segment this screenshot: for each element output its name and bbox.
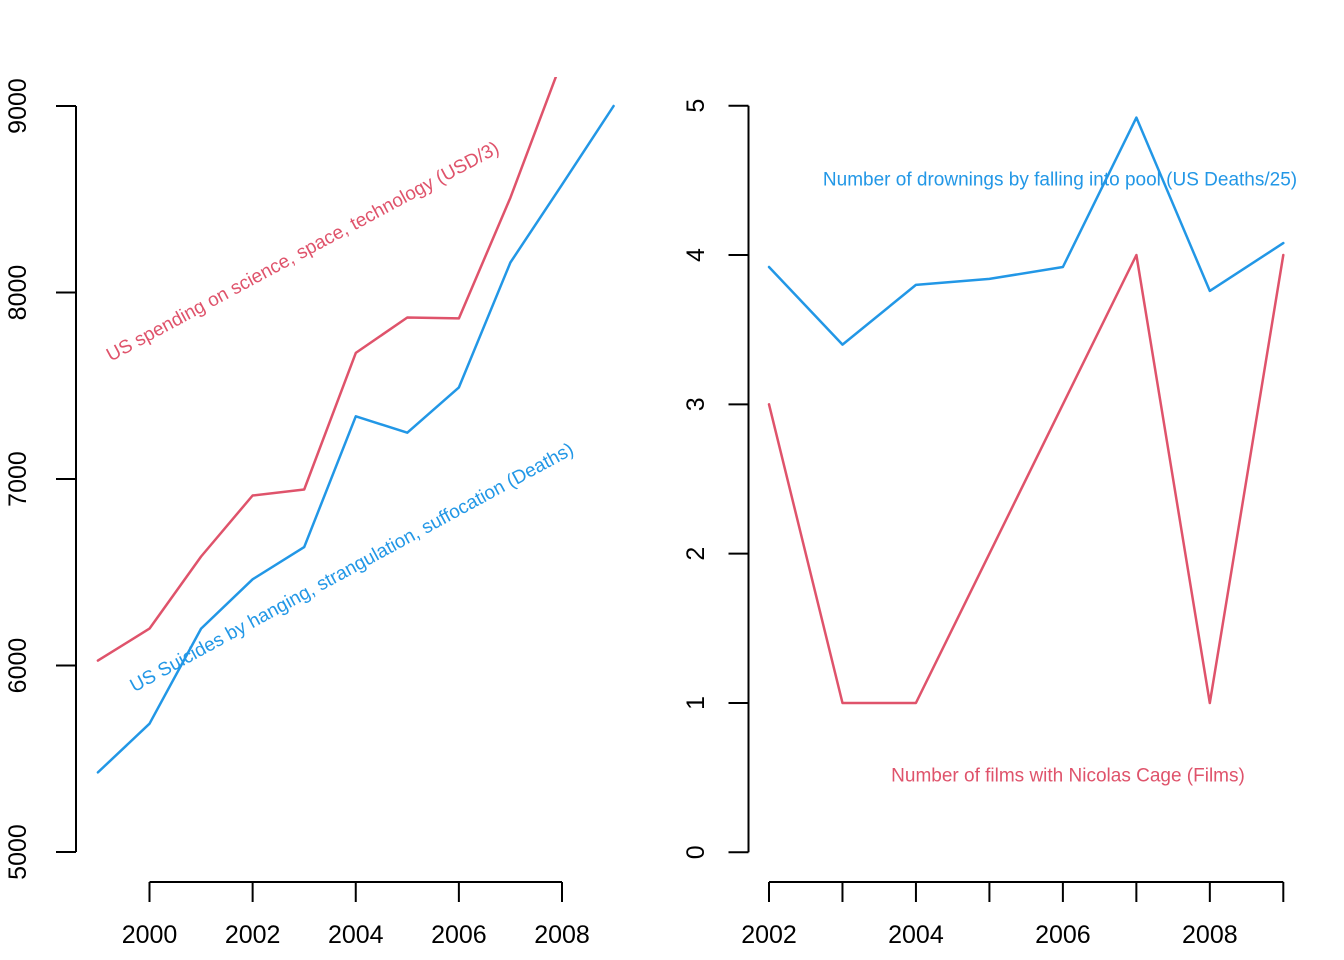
suicides-line [96, 104, 615, 774]
y-tick-label: 2 [682, 547, 710, 561]
y-tick-label: 1 [682, 696, 710, 710]
right-plot: 0 1 2 3 4 5 2002 2004 2006 2008 Number of drowning… [682, 99, 1297, 949]
cage-films-line-label: Number of films with Nicolas Cage (Films… [891, 766, 1245, 787]
x-tick-label: 2002 [225, 921, 281, 949]
y-tick-label: 7000 [4, 451, 32, 507]
x-tick-label: 2008 [1182, 921, 1238, 949]
y-tick-label: 4 [682, 248, 710, 262]
spending-line [96, 77, 558, 662]
x-tick-label: 2004 [888, 921, 944, 949]
y-tick-label: 5 [682, 99, 710, 113]
x-tick-label: 2000 [122, 921, 178, 949]
y-tick-label: 6000 [4, 638, 32, 694]
y-tick-label: 3 [682, 397, 710, 411]
clipped-series-group [96, 77, 615, 774]
x-tick-label: 2006 [431, 921, 487, 949]
x-tick-label: 2006 [1035, 921, 1091, 949]
drownings-line-label: Number of drownings by falling into pool… [823, 170, 1297, 191]
x-tick-label: 2002 [741, 921, 797, 949]
y-tick-label: 0 [682, 845, 710, 859]
cage-films-line [767, 253, 1285, 705]
drownings-line [767, 116, 1285, 346]
left-plot: 5000 6000 7000 8000 9000 2000 2002 2004 2006 2008… [4, 77, 615, 949]
y-tick-label: 9000 [4, 78, 32, 134]
x-tick-label: 2008 [534, 921, 590, 949]
y-tick-label: 8000 [4, 265, 32, 321]
spending-line-label: US spending on science, space, technolog… [103, 138, 503, 366]
x-tick-label: 2004 [328, 921, 384, 949]
y-tick-label: 5000 [4, 824, 32, 880]
